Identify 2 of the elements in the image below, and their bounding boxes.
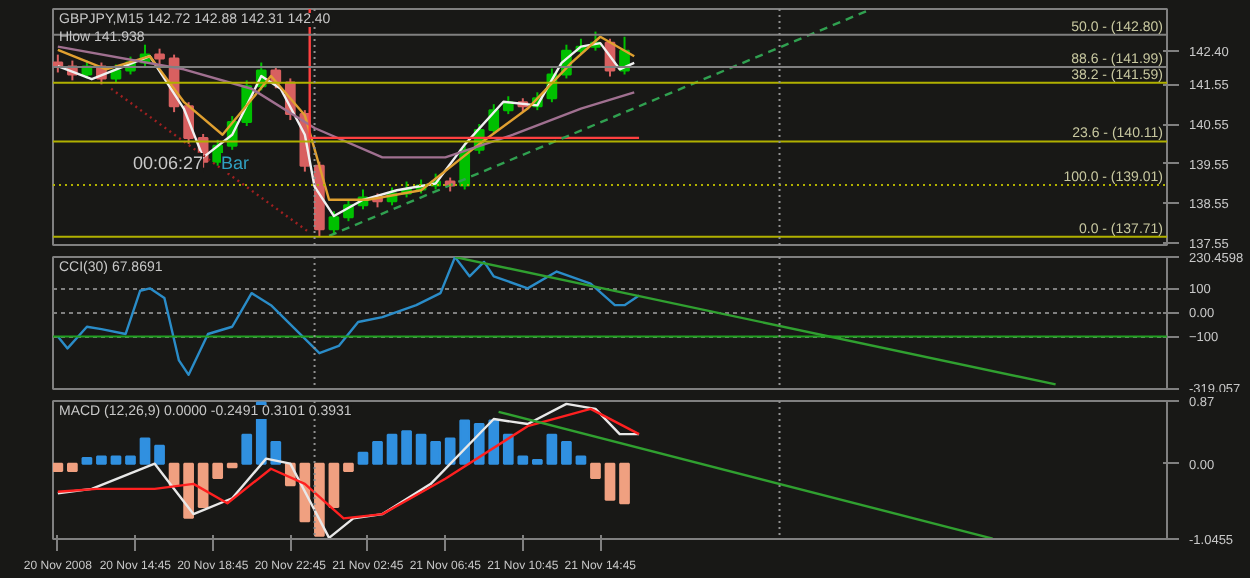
annotation: 00:06:27 — [133, 153, 204, 173]
annotation: Bar — [221, 153, 250, 173]
